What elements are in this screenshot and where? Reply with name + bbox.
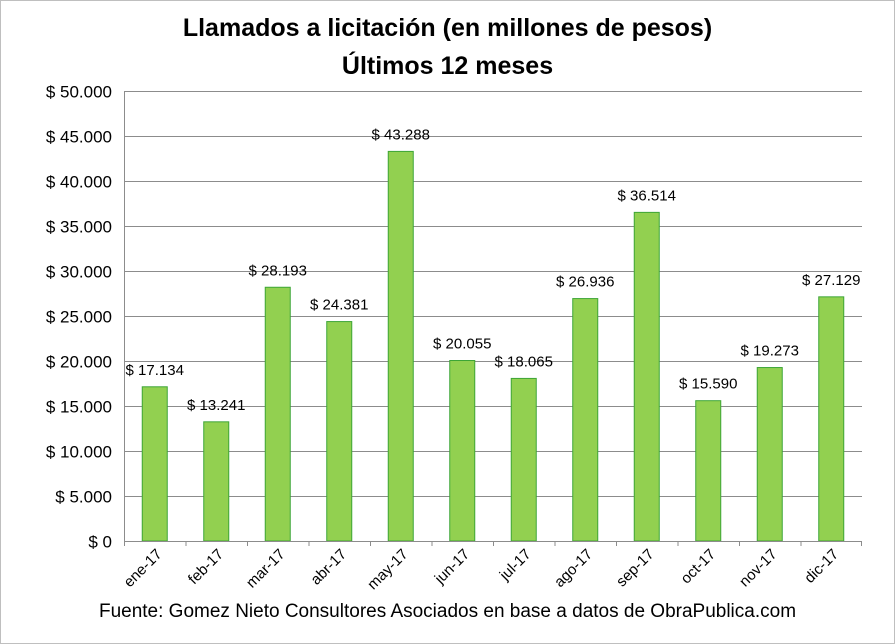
y-tick-label: $ 20.000 [46,353,112,372]
x-tick-label: dic-17 [801,546,842,587]
data-label-dic-17: $ 27.129 [802,272,860,289]
x-tick-label: oct-17 [678,546,720,588]
bar-nov-17 [756,367,783,542]
x-tick-label: sep-17 [613,546,657,590]
data-label-abr-17: $ 24.381 [310,297,368,314]
y-tick-label: $ 35.000 [46,218,112,237]
data-label-nov-17: $ 19.273 [741,343,799,360]
bar-oct-17 [695,400,722,542]
y-tick-label: $ 25.000 [46,308,112,327]
bar-feb-17 [203,421,230,542]
y-tick-label: $ 5.000 [55,488,112,507]
data-label-oct-17: $ 15.590 [679,376,737,393]
data-label-sep-17: $ 36.514 [618,187,676,204]
y-tick-label: $ 50.000 [46,83,112,102]
y-tick-label: $ 10.000 [46,443,112,462]
y-axis: $ 0 $ 5.000 $ 10.000 $ 15.000 $ 20.000 $ 25.0… [46,83,125,552]
bar-ago-17 [572,298,599,542]
x-tick-label: may-17 [364,546,411,593]
x-tick-label: jun-17 [431,546,473,588]
data-label-mar-17: $ 28.193 [249,262,307,279]
x-tick-label: nov-17 [736,546,780,590]
y-tick-label: $ 45.000 [46,128,112,147]
data-label-ago-17: $ 26.936 [556,274,614,291]
chart-source: Fuente: Gomez Nieto Consultores Asociado… [98,601,797,622]
y-tick-label: $ 15.000 [46,398,112,417]
y-tick-label: $ 40.000 [46,173,112,192]
chart-title: Llamados a licitación (en millones de pe… [182,14,713,42]
bar-mar-17 [264,286,291,542]
x-tick-label: feb-17 [185,546,227,588]
x-tick-label: mar-17 [243,546,289,592]
data-label-jun-17: $ 20.055 [433,336,491,353]
x-tick-label: ago-17 [551,546,596,591]
bar-may-17 [387,150,414,542]
data-label-ene-17: $ 17.134 [126,362,184,379]
data-labels: $ 17.134 $ 13.241 $ 28.193 $ 24.381 $ 43.288… [126,126,861,413]
gridlines [124,91,862,497]
bar-dic-17 [818,296,845,542]
bar-sep-17 [633,211,660,542]
bar-jul-17 [510,377,537,542]
y-tick-label: $ 0 [88,533,112,552]
x-tick-label: ene-17 [121,546,166,591]
bars [141,150,845,542]
data-label-may-17: $ 43.288 [372,126,430,143]
chart-subtitle: Últimos 12 meses [341,52,554,80]
x-axis: ene-17 feb-17 mar-17 abr-17 may-17 jun-17 jul-… [121,541,862,593]
data-label-jul-17: $ 18.065 [495,353,553,370]
bar-ene-17 [141,386,168,542]
x-tick-label: abr-17 [307,546,350,589]
bar-jun-17 [449,360,476,542]
x-tick-label: jul-17 [496,546,535,585]
bar-abr-17 [326,321,353,542]
y-tick-label: $ 30.000 [46,263,112,282]
data-label-feb-17: $ 13.241 [187,397,245,414]
